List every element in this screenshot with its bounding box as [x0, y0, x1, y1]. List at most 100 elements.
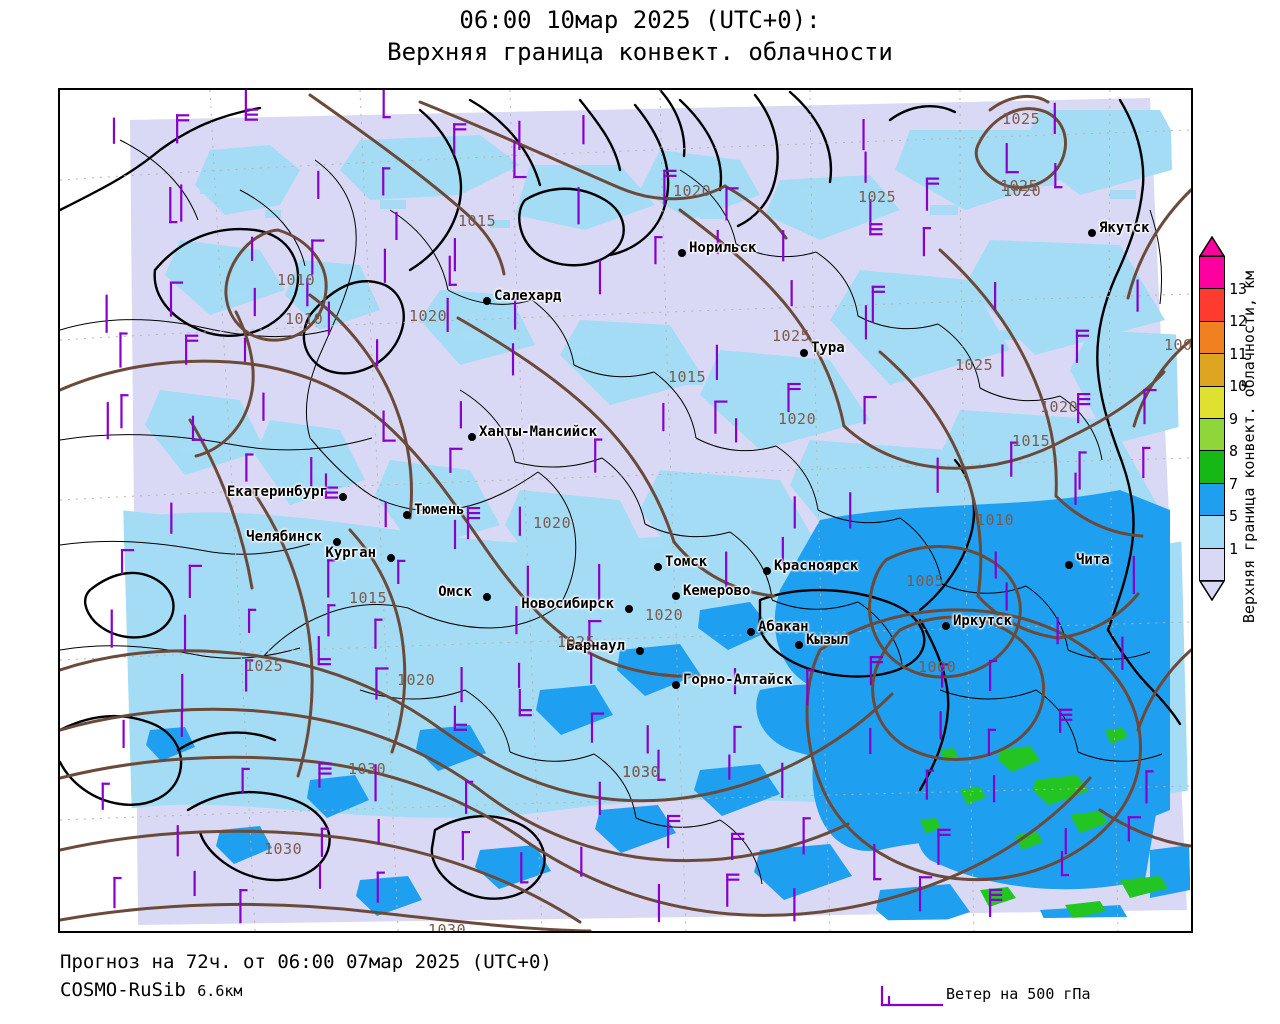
title-line-2: Верхняя граница конвект. облачности [387, 38, 893, 66]
city-dot [1088, 229, 1096, 237]
wind-barb [988, 659, 998, 692]
colorbar-segments [1199, 256, 1225, 581]
wind-barb [1077, 392, 1091, 424]
wind-barb [918, 876, 933, 912]
colorbar-segment [1200, 419, 1224, 452]
city-label: Омск [438, 584, 472, 600]
colorbar-tick: 5 [1229, 507, 1239, 525]
wind-barb [588, 620, 602, 652]
isobar-label: 1025 [1000, 177, 1039, 195]
isobar-label: 1010 [976, 511, 1015, 529]
isobar-label: 1030 [622, 763, 661, 781]
model-info: COSMO-RuSib 6.6км [60, 976, 552, 1005]
city-dot [747, 628, 755, 636]
colorbar-tick: 8 [1229, 442, 1239, 460]
colorbar-segment [1200, 321, 1224, 355]
isobar-label: 1020 [645, 606, 684, 624]
city-dot [339, 493, 347, 501]
wind-barb [101, 782, 110, 810]
city-label: Тюмень [414, 502, 465, 518]
colorbar-axis-title-text: Верхняя граница конвект. облачности, км [1240, 270, 1259, 624]
wind-barb [327, 559, 336, 598]
colorbar[interactable]: 13 12 11 10 9 8 7 5 1 [1199, 236, 1247, 601]
isobar-label: 1010 [285, 310, 324, 328]
page-title: 06:00 10мар 2025 (UTC+0): Верхняя границ… [0, 4, 1280, 68]
isobar-label: 1015 [668, 368, 707, 386]
city-label: Горно-Алтайск [683, 672, 793, 688]
wind-legend: Ветер на 500 гПа [878, 985, 1218, 1015]
map-canvas[interactable]: Якутск Норильск Салехард Тура Ханты-Мансийск… [58, 88, 1193, 933]
isobar-label: 1020 [1040, 398, 1079, 416]
isobar-label: 1020 [409, 307, 448, 325]
colorbar-tick: 12 [1229, 312, 1248, 330]
isobar-layer [60, 93, 1191, 931]
wind-barb [1142, 446, 1151, 479]
isobar-label: 1005 [1164, 336, 1193, 354]
wind-barb [374, 618, 383, 649]
wind-barb [726, 873, 740, 907]
wind-barb [871, 285, 885, 323]
colorbar-segment [1200, 257, 1224, 290]
wind-barb [448, 255, 457, 286]
wind-barb-legend-icon [880, 985, 944, 1007]
wind-barb [714, 400, 728, 434]
wind-barb [453, 705, 468, 731]
title-line-1: 06:00 10мар 2025 (UTC+0): [459, 6, 821, 34]
wind-barb [725, 187, 739, 221]
isobar-label: 1020 [673, 182, 712, 200]
wind-barb [375, 667, 389, 700]
wind-barb [863, 395, 877, 425]
city-dot [800, 349, 808, 357]
colorbar-segment [1200, 289, 1224, 322]
isobar-label: 1030 [622, 763, 661, 781]
wind-barb [513, 140, 527, 179]
city-dot [678, 249, 686, 257]
wind-barb [989, 888, 1003, 917]
wind-barb [453, 123, 467, 155]
colorbar-over-arrow [1199, 236, 1225, 257]
city-dot [795, 641, 803, 649]
wind-barb [1054, 163, 1063, 189]
wind-barb [324, 473, 339, 499]
wind-barb [1059, 708, 1073, 733]
wind-barb [594, 438, 603, 473]
isobar-label: 1015 [458, 212, 497, 230]
wind-barb [119, 332, 128, 368]
isobar-label: 1030 [264, 840, 303, 858]
city-label: Тура [811, 340, 845, 356]
city-label: Абакан [758, 619, 809, 635]
city-dot [763, 567, 771, 575]
colorbar-tick: 7 [1229, 474, 1239, 493]
wind-barb [731, 832, 745, 860]
city-label: Кемерово [683, 583, 751, 599]
wind-barb [239, 889, 248, 924]
wind-barb [806, 669, 815, 706]
city-label: Новосибирск [521, 596, 614, 612]
colorbar-segment [1200, 548, 1224, 581]
wind-barb [191, 415, 206, 441]
wind-barb [1005, 143, 1019, 174]
city-label: Ханты-Мансийск [479, 424, 598, 440]
city-dot [672, 681, 680, 689]
isobar-label: 1020 [1003, 182, 1042, 200]
colorbar-tick: 11 [1229, 344, 1248, 363]
wind-barb [787, 382, 801, 413]
footer: Прогноз на 72ч. от 06:00 07мар 2025 (UTC… [60, 948, 552, 1005]
city-label: Норильск [689, 240, 757, 256]
wind-barb [1145, 770, 1154, 804]
wind-barb [937, 828, 951, 865]
wind-barb [590, 712, 605, 743]
city-dot [333, 538, 341, 546]
city-label: Барнаул [565, 638, 625, 654]
isobar-label: 1000 [918, 658, 957, 676]
wind-barb [120, 394, 129, 429]
wind-barb [176, 114, 190, 144]
wind-barb [925, 177, 940, 211]
colorbar-segment [1200, 354, 1224, 387]
isobar-label: 1020 [397, 671, 436, 689]
city-label: Челябинск [246, 529, 322, 545]
city-dot [636, 647, 644, 655]
wind-barb [873, 844, 882, 881]
colorbar-segment [1200, 451, 1224, 484]
